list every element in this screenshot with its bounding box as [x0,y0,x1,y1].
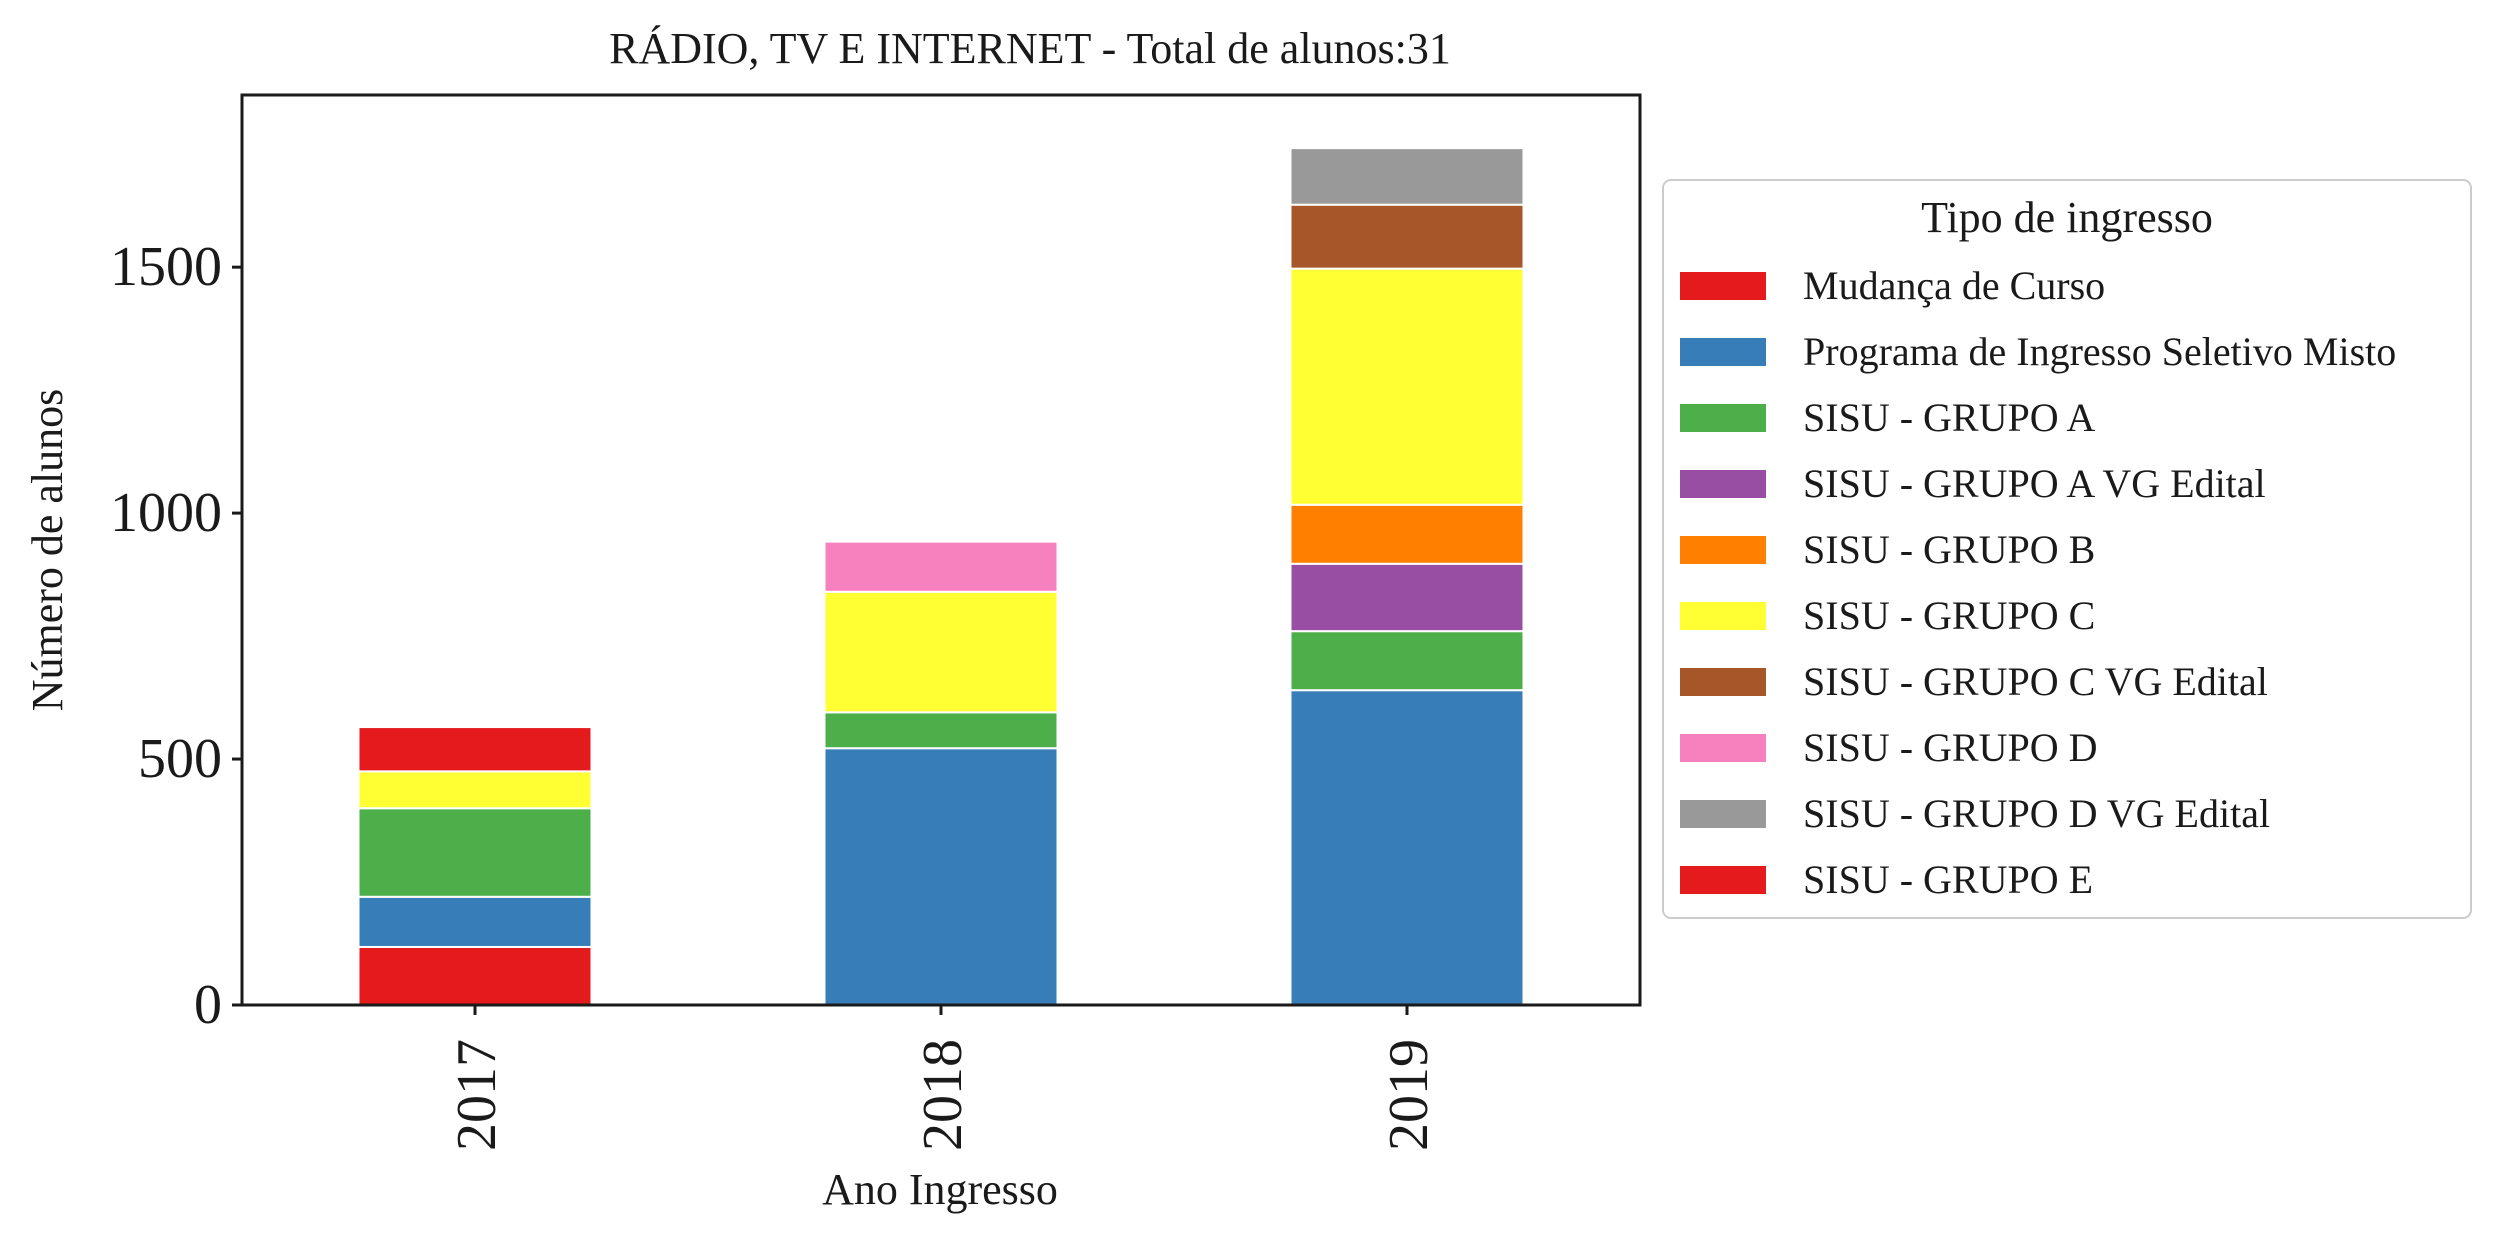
legend-swatch [1680,602,1766,630]
bar-segment-2019-series-4 [1289,503,1525,565]
legend-label: Programa de Ingresso Seletivo Misto [1803,329,2396,374]
bar-segment-2018-series-1 [823,747,1059,1006]
legend-label: SISU - GRUPO D [1803,725,2098,770]
legend-label: SISU - GRUPO A [1803,395,2095,440]
legend-label: SISU - GRUPO E [1803,857,2093,902]
bar-segment-2018-series-5 [823,590,1059,714]
bar-segment-2017-series-9 [357,726,593,773]
y-tick-label: 1000 [110,482,222,544]
chart-title: RÁDIO, TV E INTERNET - Total de alunos:3… [609,24,1451,73]
bar-segment-2019-series-6 [1289,203,1525,270]
legend-items: Mudança de Curso Programa de Ingresso Sel… [1680,263,2396,902]
legend-swatch [1680,272,1766,300]
x-tick-label: 2017 [446,1039,508,1151]
legend-label: SISU - GRUPO C [1803,593,2095,638]
x-axis-label: Ano Ingresso [822,1165,1058,1214]
legend-label: SISU - GRUPO C VG Edital [1803,659,2268,704]
bar-segment-2017-mudanca-de-curso [357,945,593,1007]
legend: Tipo de ingresso Mudança de Curso Program… [1662,179,2472,919]
legend-label: SISU - GRUPO D VG Edital [1803,791,2270,836]
legend-box [1662,179,2472,919]
y-tick-label: 500 [138,728,222,790]
bar-segment-2017-series-1 [357,895,593,948]
legend-swatch [1680,668,1766,696]
legend-swatch [1680,866,1766,894]
x-tick-label: 2019 [1378,1039,1440,1151]
legend-label: SISU - GRUPO A VG Edital [1803,461,2266,506]
legend-swatch [1680,470,1766,498]
legend-swatch [1680,404,1766,432]
bar-segment-2019-series-8 [1289,147,1525,206]
bar-segment-2018-series-2 [823,711,1059,750]
legend-swatch [1680,734,1766,762]
legend-swatch [1680,800,1766,828]
bar-segment-2019-series-1 [1289,689,1525,1007]
y-tick-label: 1500 [110,236,222,298]
legend-swatch [1680,338,1766,366]
bar-segment-2019-series-5 [1289,267,1525,506]
bar-segment-2018-series-7 [823,540,1059,593]
bar-segment-2017-series-5 [357,770,593,810]
bar-segment-2017-series-2 [357,807,593,898]
y-axis-ticks: 0 500 1000 1500 [110,236,242,1036]
bar-segment-2019-series-2 [1289,630,1525,692]
y-tick-label: 0 [194,974,222,1036]
bars-layer [357,147,1525,1007]
legend-swatch [1680,536,1766,564]
y-axis-label: Número de alunos [23,389,72,712]
x-tick-label: 2018 [912,1039,974,1151]
legend-label: Mudança de Curso [1803,263,2105,308]
bar-segment-2019-series-3 [1289,562,1525,633]
x-axis-ticks: 2017 2018 2019 [446,1005,1440,1151]
legend-title: Tipo de ingresso [1921,193,2213,242]
legend-label: SISU - GRUPO B [1803,527,2095,572]
